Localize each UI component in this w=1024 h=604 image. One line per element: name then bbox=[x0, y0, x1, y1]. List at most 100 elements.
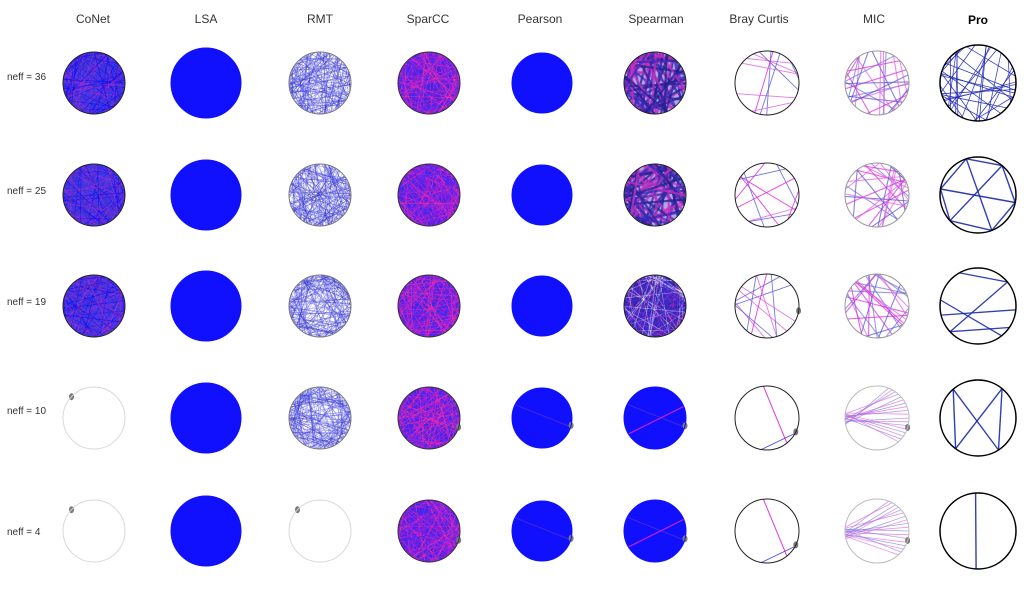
network-edge bbox=[309, 98, 347, 113]
network-edges bbox=[171, 496, 241, 566]
network-edge bbox=[410, 57, 458, 97]
network-edge bbox=[404, 173, 452, 177]
network-edge bbox=[324, 52, 327, 114]
network-edge bbox=[77, 276, 105, 280]
network-edge bbox=[425, 500, 427, 562]
network-edge bbox=[407, 60, 452, 105]
network-edge bbox=[103, 185, 124, 225]
network-edge bbox=[299, 53, 332, 107]
network-edge bbox=[626, 284, 678, 320]
network-edge bbox=[330, 389, 336, 446]
network-edge bbox=[398, 199, 426, 226]
network-edge bbox=[292, 179, 345, 215]
network-edge bbox=[403, 287, 410, 330]
network-edge bbox=[322, 418, 351, 449]
network-edge bbox=[325, 187, 351, 226]
network-edge bbox=[289, 81, 347, 100]
network-edge bbox=[291, 387, 319, 406]
network-edges bbox=[736, 51, 799, 115]
network-edge bbox=[306, 166, 350, 187]
network-edges bbox=[761, 386, 796, 450]
network-edge bbox=[296, 275, 314, 327]
network-edge bbox=[307, 389, 316, 449]
network-edge bbox=[289, 417, 351, 424]
network-edge bbox=[322, 324, 345, 337]
network-edge bbox=[289, 52, 329, 77]
network-edge bbox=[70, 275, 100, 327]
network-edge bbox=[289, 58, 340, 85]
network-edge bbox=[323, 52, 326, 114]
network-edge bbox=[289, 387, 313, 410]
network-edge bbox=[289, 275, 315, 311]
network-edge bbox=[303, 391, 347, 435]
network-edge bbox=[299, 282, 344, 287]
network-edge bbox=[319, 276, 330, 337]
network-edge bbox=[103, 192, 125, 225]
network-edge bbox=[291, 70, 294, 99]
header-rmt: RMT bbox=[307, 12, 334, 26]
network-edge bbox=[66, 67, 86, 113]
network-edge bbox=[735, 304, 773, 338]
network-edge bbox=[401, 291, 459, 297]
network-edge bbox=[845, 55, 895, 82]
network-edge bbox=[289, 62, 298, 81]
network-edge bbox=[297, 61, 340, 108]
network-edge bbox=[444, 506, 449, 558]
network-edge bbox=[291, 181, 313, 226]
network-edge bbox=[289, 90, 349, 95]
network-circle bbox=[623, 386, 687, 450]
network-edges bbox=[512, 165, 572, 225]
network-edge bbox=[948, 51, 957, 107]
network-edge bbox=[289, 66, 347, 85]
network-panel-mic-row3 bbox=[844, 385, 911, 451]
network-edge bbox=[674, 310, 686, 330]
network-edge bbox=[663, 54, 668, 113]
network-edge bbox=[856, 57, 894, 112]
network-edge bbox=[63, 308, 96, 337]
network-edge bbox=[291, 387, 329, 432]
network-edge bbox=[628, 405, 685, 435]
network-edge bbox=[289, 393, 340, 413]
network-edge bbox=[855, 281, 903, 326]
network-circle bbox=[844, 162, 910, 228]
network-edge bbox=[952, 389, 957, 449]
network-edge bbox=[289, 275, 326, 305]
row-label-25: neff = 25 bbox=[7, 186, 46, 197]
network-edge bbox=[335, 72, 350, 110]
network-edge bbox=[324, 275, 342, 329]
network-edges bbox=[63, 275, 125, 337]
row-label-19: neff = 19 bbox=[7, 297, 46, 308]
network-edge bbox=[881, 169, 897, 227]
network-edge bbox=[323, 164, 351, 204]
network-edge bbox=[303, 168, 349, 183]
network-edge bbox=[290, 183, 350, 205]
network-edge bbox=[334, 278, 336, 333]
network-edge bbox=[333, 390, 351, 422]
network-edge bbox=[314, 275, 340, 331]
network-edge bbox=[302, 282, 341, 332]
network-edge bbox=[316, 387, 321, 449]
network-edge bbox=[762, 386, 788, 444]
network-edge bbox=[305, 278, 328, 337]
network-edge bbox=[761, 432, 796, 450]
network-edge bbox=[307, 389, 351, 413]
network-edge bbox=[405, 387, 436, 439]
network-edge bbox=[300, 58, 339, 109]
network-edge bbox=[295, 275, 329, 326]
network-edge bbox=[425, 164, 458, 208]
network-edge bbox=[300, 183, 350, 220]
network-edge bbox=[298, 104, 328, 114]
network-edge bbox=[296, 397, 350, 409]
network-edge bbox=[398, 277, 442, 315]
network-panel-conet-row4 bbox=[62, 499, 126, 563]
network-circle bbox=[288, 274, 352, 338]
network-edge bbox=[413, 179, 457, 223]
network-edge bbox=[295, 398, 350, 410]
network-edge bbox=[291, 58, 302, 95]
network-edge bbox=[439, 76, 460, 113]
header-mic: MIC bbox=[863, 12, 885, 26]
network-edge bbox=[290, 194, 351, 204]
network-edge bbox=[291, 69, 349, 97]
network-edge bbox=[289, 77, 351, 85]
network-edges bbox=[398, 500, 460, 562]
